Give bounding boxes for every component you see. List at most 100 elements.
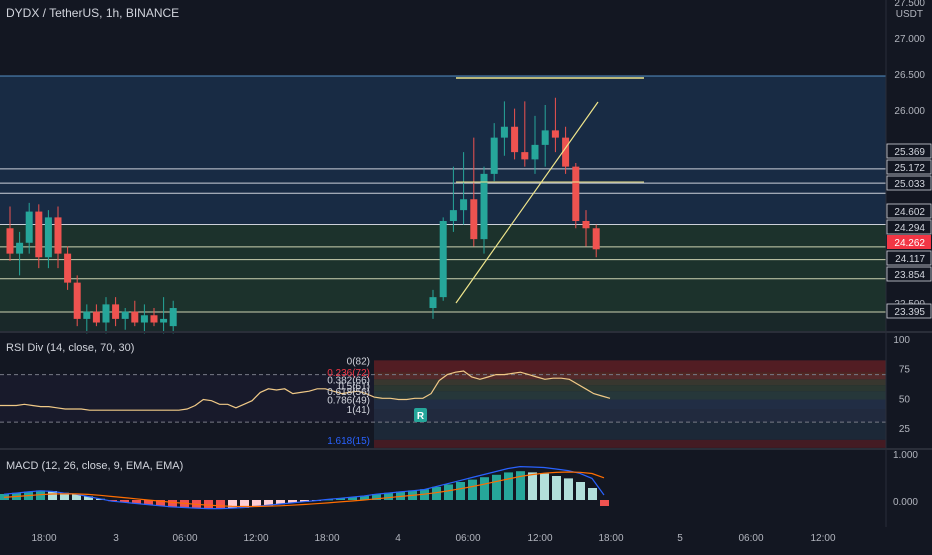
macd-histogram-bar: [576, 482, 585, 500]
macd-histogram-bar: [348, 497, 357, 500]
zone-upper: [0, 76, 886, 225]
candle-body[interactable]: [470, 199, 478, 240]
signal-line[interactable]: [3, 471, 605, 508]
price-label-box: [886, 143, 932, 159]
candle-body[interactable]: [64, 253, 72, 283]
candle-body[interactable]: [131, 311, 139, 323]
time-tick: 4: [395, 533, 401, 544]
macd-line[interactable]: [3, 465, 605, 510]
macd-histogram-bar: [528, 472, 537, 500]
macd-histogram-bar: [504, 472, 513, 500]
macd-histogram-bar: [60, 492, 69, 500]
candle-body[interactable]: [582, 221, 590, 229]
macd-histogram-bar: [588, 488, 597, 500]
macd-histogram-bar: [384, 492, 393, 500]
fib-label: 0.382(66): [327, 375, 370, 386]
candle-body[interactable]: [102, 304, 110, 323]
rsi-panel-label: RSI Div (14, close, 70, 30): [6, 342, 135, 354]
time-tick: 12:00: [527, 533, 552, 544]
macd-histogram-bar: [48, 491, 57, 500]
macd-histogram-bar: [84, 496, 93, 500]
candle-body[interactable]: [150, 315, 158, 323]
candle-body[interactable]: [500, 126, 508, 138]
rsi-tick: 100: [893, 335, 910, 346]
price-tick: 26.000: [894, 106, 925, 117]
signal-badge[interactable]: [414, 408, 427, 422]
fib-label: 0.236(72): [327, 368, 370, 379]
candle-body[interactable]: [44, 217, 52, 258]
candle-body[interactable]: [73, 282, 81, 319]
macd-panel-label: MACD (12, 26, close, 9, EMA, EMA): [6, 460, 184, 472]
candle-body[interactable]: [531, 144, 539, 160]
time-tick: 3: [113, 533, 119, 544]
time-tick: 5: [677, 533, 683, 544]
candle-body[interactable]: [169, 308, 177, 327]
macd-histogram-bar: [216, 500, 225, 509]
candle-body[interactable]: [490, 137, 498, 174]
macd-histogram-bar: [492, 474, 501, 500]
macd-histogram-bar: [468, 479, 477, 500]
fib-label: 1.618(15): [327, 436, 370, 447]
macd-histogram-bar: [288, 500, 297, 503]
rsi-line[interactable]: [0, 370, 611, 411]
candle-body[interactable]: [572, 166, 580, 222]
price-label-box: [886, 266, 932, 282]
candle-body[interactable]: [511, 126, 519, 153]
price-label-box: [886, 250, 932, 266]
rsi-band: [0, 374, 886, 423]
candle-body[interactable]: [16, 242, 24, 254]
macd-tick: 1.000: [893, 450, 918, 461]
candle-body[interactable]: [541, 130, 549, 145]
fib-band: [374, 360, 886, 373]
candle-body[interactable]: [551, 130, 559, 138]
fib-label: 0(82): [347, 356, 370, 367]
price-label: 24.117: [895, 254, 925, 265]
macd-histogram-bar: [564, 478, 573, 500]
price-label: 23.395: [894, 307, 925, 318]
time-tick: 12:00: [243, 533, 268, 544]
price-label: 25.172: [894, 163, 925, 174]
price-label-box: [887, 235, 931, 249]
candle-body[interactable]: [140, 315, 148, 323]
candle-body[interactable]: [562, 137, 570, 167]
price-label: 25.033: [894, 179, 925, 190]
candle-body[interactable]: [521, 152, 529, 160]
candle-body[interactable]: [160, 318, 168, 323]
candle-body[interactable]: [25, 211, 33, 243]
candle-body[interactable]: [112, 304, 120, 319]
candle-body[interactable]: [429, 297, 437, 309]
macd-histogram-bar: [108, 500, 117, 502]
candle-body[interactable]: [480, 173, 488, 240]
candle-body[interactable]: [54, 217, 62, 254]
price-label: 25.369: [894, 147, 925, 158]
macd-histogram-bar: [228, 500, 237, 509]
candle-body[interactable]: [592, 228, 600, 250]
fib-band: [374, 439, 886, 448]
signal-badge-label: R: [417, 411, 425, 422]
price-label-box: [886, 303, 932, 319]
macd-histogram-bar: [600, 500, 609, 506]
candle-body[interactable]: [35, 211, 43, 258]
candle-body[interactable]: [121, 311, 129, 319]
fib-band: [374, 391, 886, 400]
time-tick: 18:00: [31, 533, 56, 544]
candle-body[interactable]: [83, 311, 91, 319]
trend-line[interactable]: [455, 101, 599, 304]
candle-body[interactable]: [6, 228, 14, 254]
candle-body[interactable]: [439, 221, 447, 298]
time-tick: 06:00: [738, 533, 763, 544]
macd-histogram-bar: [240, 500, 249, 508]
candle-body[interactable]: [460, 199, 468, 211]
price-label: 23.854: [894, 270, 925, 281]
candle-body[interactable]: [449, 210, 457, 222]
price-label: 24.602: [894, 207, 925, 218]
symbol-title: DYDX / TetherUS, 1h, BINANCE: [6, 6, 180, 20]
macd-histogram-bar: [540, 473, 549, 500]
candle-body[interactable]: [92, 311, 100, 323]
rsi-tick: 75: [899, 365, 911, 376]
macd-histogram-bar: [276, 500, 285, 505]
time-tick: 06:00: [455, 533, 480, 544]
macd-histogram-bar: [372, 494, 381, 500]
